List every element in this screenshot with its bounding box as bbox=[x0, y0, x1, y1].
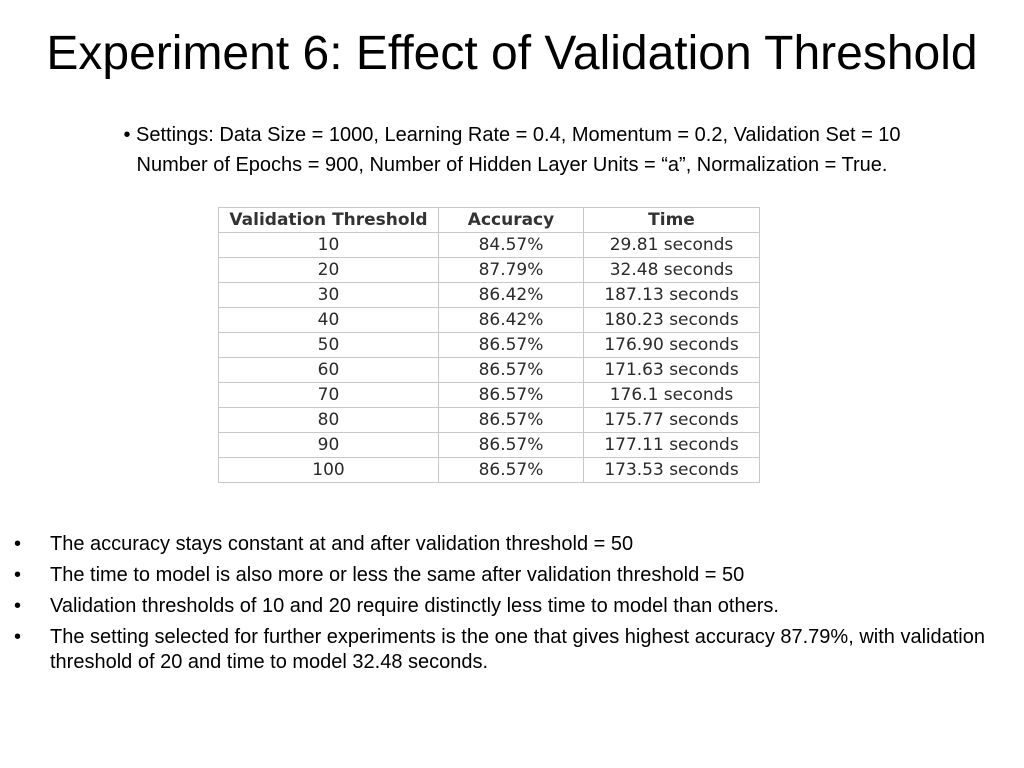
cell-time: 177.11 seconds bbox=[583, 432, 760, 458]
settings-text: • Settings: Data Size = 1000, Learning R… bbox=[0, 120, 1024, 180]
cell-threshold: 60 bbox=[218, 357, 439, 383]
cell-threshold: 70 bbox=[218, 382, 439, 408]
cell-time: 180.23 seconds bbox=[583, 307, 760, 333]
slide-title: Experiment 6: Effect of Validation Thres… bbox=[46, 27, 978, 80]
cell-threshold: 20 bbox=[218, 257, 439, 283]
cell-time: 187.13 seconds bbox=[583, 282, 760, 308]
cell-accuracy: 86.57% bbox=[438, 407, 584, 433]
cell-threshold: 40 bbox=[218, 307, 439, 333]
bullet-marker: • bbox=[14, 533, 22, 555]
table-row: 100 86.57% 173.53 seconds bbox=[218, 457, 760, 483]
cell-threshold: 30 bbox=[218, 282, 439, 308]
header-accuracy: Accuracy bbox=[438, 207, 584, 233]
table-row: 90 86.57% 177.11 seconds bbox=[218, 432, 760, 458]
cell-time: 171.63 seconds bbox=[583, 357, 760, 383]
cell-accuracy: 86.57% bbox=[438, 332, 584, 358]
list-item-text: The time to model is also more or less t… bbox=[50, 564, 745, 586]
settings-line-1: • Settings: Data Size = 1000, Learning R… bbox=[123, 124, 901, 146]
cell-time: 175.77 seconds bbox=[583, 407, 760, 433]
cell-accuracy: 86.57% bbox=[438, 457, 584, 483]
results-table: Validation Threshold Accuracy Time 10 84… bbox=[218, 207, 760, 483]
table-row: 30 86.42% 187.13 seconds bbox=[218, 282, 760, 308]
table-row: 60 86.57% 171.63 seconds bbox=[218, 357, 760, 383]
settings-line-2: Number of Epochs = 900, Number of Hidden… bbox=[136, 154, 888, 176]
cell-accuracy: 86.57% bbox=[438, 382, 584, 408]
cell-time: 176.1 seconds bbox=[583, 382, 760, 408]
cell-time: 176.90 seconds bbox=[583, 332, 760, 358]
cell-accuracy: 86.57% bbox=[438, 357, 584, 383]
list-item: • Validation thresholds of 10 and 20 req… bbox=[0, 594, 1024, 619]
table-row: 80 86.57% 175.77 seconds bbox=[218, 407, 760, 433]
cell-accuracy: 86.42% bbox=[438, 282, 584, 308]
table-row: 20 87.79% 32.48 seconds bbox=[218, 257, 760, 283]
header-time: Time bbox=[583, 207, 760, 233]
cell-threshold: 50 bbox=[218, 332, 439, 358]
results-table-wrapper: Validation Threshold Accuracy Time 10 84… bbox=[218, 207, 760, 483]
bullet-marker: • bbox=[14, 595, 22, 617]
list-item: • The accuracy stays constant at and aft… bbox=[0, 532, 1024, 557]
cell-accuracy: 86.57% bbox=[438, 432, 584, 458]
cell-accuracy: 84.57% bbox=[438, 232, 584, 258]
header-validation-threshold: Validation Threshold bbox=[218, 207, 439, 233]
cell-threshold: 10 bbox=[218, 232, 439, 258]
bullet-marker: • bbox=[14, 626, 22, 648]
table-row: 50 86.57% 176.90 seconds bbox=[218, 332, 760, 358]
bullet-marker: • bbox=[14, 564, 22, 586]
findings-list: • The accuracy stays constant at and aft… bbox=[0, 532, 1024, 681]
cell-time: 32.48 seconds bbox=[583, 257, 760, 283]
list-item: • The setting selected for further exper… bbox=[0, 625, 1024, 675]
cell-accuracy: 87.79% bbox=[438, 257, 584, 283]
table-row: 40 86.42% 180.23 seconds bbox=[218, 307, 760, 333]
cell-time: 29.81 seconds bbox=[583, 232, 760, 258]
table-header-row: Validation Threshold Accuracy Time bbox=[218, 207, 760, 233]
cell-threshold: 100 bbox=[218, 457, 439, 483]
cell-accuracy: 86.42% bbox=[438, 307, 584, 333]
table-row: 10 84.57% 29.81 seconds bbox=[218, 232, 760, 258]
table-row: 70 86.57% 176.1 seconds bbox=[218, 382, 760, 408]
list-item: • The time to model is also more or less… bbox=[0, 563, 1024, 588]
cell-threshold: 90 bbox=[218, 432, 439, 458]
cell-time: 173.53 seconds bbox=[583, 457, 760, 483]
list-item-text: The accuracy stays constant at and after… bbox=[50, 533, 634, 555]
list-item-text: Validation thresholds of 10 and 20 requi… bbox=[50, 595, 779, 617]
list-item-text: The setting selected for further experim… bbox=[50, 626, 985, 673]
cell-threshold: 80 bbox=[218, 407, 439, 433]
